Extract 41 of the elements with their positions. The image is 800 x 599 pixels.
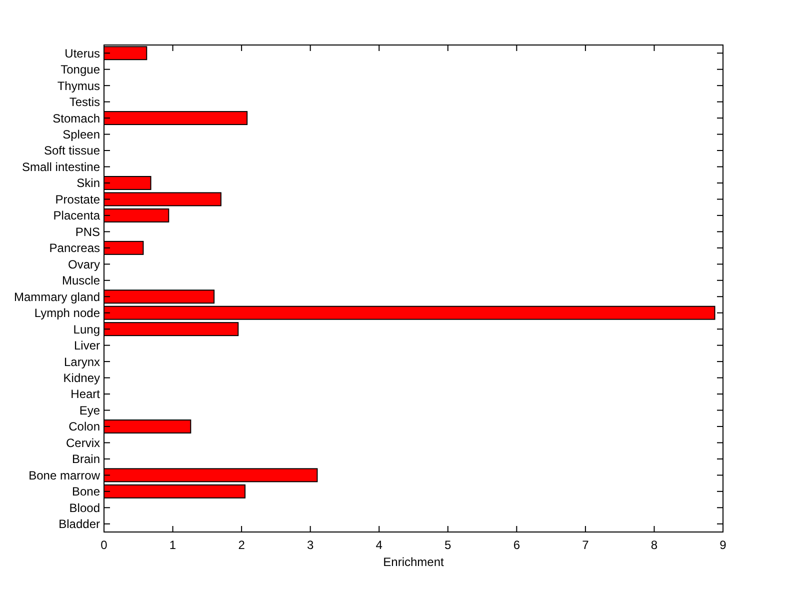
- y-tick-label: Lung: [73, 322, 100, 336]
- y-tick-label: Eye: [79, 403, 100, 418]
- y-tick-label: Heart: [70, 387, 101, 402]
- y-tick-label: Skin: [76, 176, 100, 190]
- x-tick-label: 3: [306, 538, 314, 552]
- y-tick-label: Placenta: [53, 208, 100, 223]
- x-tick-label: 0: [100, 538, 108, 552]
- y-tick-label: Testis: [69, 95, 100, 110]
- y-tick-label: Larynx: [64, 354, 100, 369]
- y-tick-label: Uterus: [64, 46, 100, 60]
- y-tick-label: Bone marrow: [28, 468, 100, 482]
- x-tick-label: 2: [238, 538, 246, 552]
- y-tick-label: Tongue: [60, 62, 100, 77]
- x-tick-label: 5: [444, 538, 452, 552]
- y-tick-label: Bladder: [58, 517, 100, 532]
- y-tick-label: Muscle: [62, 274, 100, 288]
- y-tick-label: Prostate: [55, 192, 100, 206]
- x-tick-label: 8: [650, 538, 658, 552]
- y-tick-label: Ovary: [68, 257, 100, 272]
- x-tick-label: 1: [169, 538, 176, 552]
- x-tick-label: 7: [582, 538, 590, 552]
- y-tick-label: PNS: [75, 224, 100, 239]
- x-tick-label: 4: [376, 538, 383, 552]
- y-tick-label: Liver: [74, 338, 100, 353]
- y-tick-label: Bone: [72, 484, 100, 499]
- y-tick-label: Thymus: [57, 78, 100, 93]
- y-tick-label: Kidney: [63, 370, 100, 385]
- y-tick-label: Lymph node: [34, 306, 100, 320]
- y-tick-label: Soft tissue: [44, 144, 100, 158]
- y-tick-label: Small intestine: [22, 160, 100, 174]
- x-axis-title: Enrichment: [383, 555, 445, 569]
- x-tick-label: 9: [720, 538, 727, 552]
- x-tick-label: 6: [513, 538, 520, 552]
- y-tick-label: Colon: [68, 420, 100, 434]
- y-tick-label: Mammary gland: [14, 290, 100, 304]
- y-tick-label: Blood: [69, 500, 100, 515]
- y-tick-label: Brain: [72, 452, 100, 466]
- y-tick-label: Cervix: [66, 436, 100, 450]
- y-tick-label: Spleen: [62, 127, 100, 142]
- y-tick-label: Pancreas: [49, 241, 100, 256]
- y-tick-label: Stomach: [52, 111, 100, 126]
